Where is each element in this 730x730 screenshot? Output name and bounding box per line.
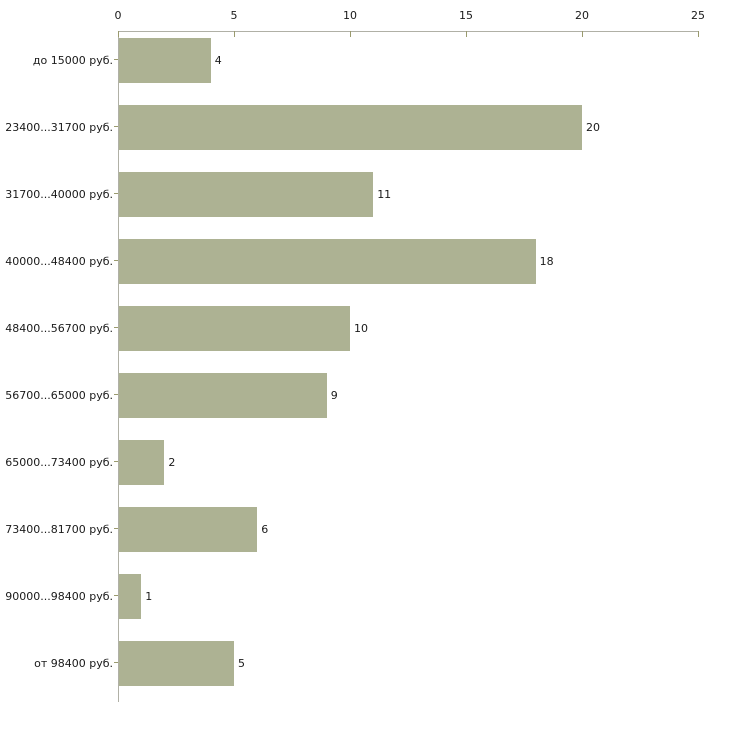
bar[interactable] (119, 38, 211, 83)
bar-row: 56700...65000 руб. 9 (0, 373, 730, 418)
bar-row: 48400...56700 руб. 10 (0, 306, 730, 351)
y-axis-tick (114, 528, 118, 529)
bar-value-label: 2 (168, 456, 176, 469)
x-axis-tick (234, 31, 235, 37)
y-axis-tick (114, 394, 118, 395)
category-label: 65000...73400 руб. (5, 456, 113, 469)
category-label: до 15000 руб. (32, 54, 113, 67)
bar[interactable] (119, 306, 350, 351)
x-axis-tick-label: 25 (691, 9, 705, 22)
bar-row: 40000...48400 руб. 18 (0, 239, 730, 284)
bar-value-label: 9 (330, 389, 338, 402)
x-axis-tick (118, 31, 119, 37)
bar-value-label: 18 (539, 255, 554, 268)
x-axis-tick-label: 20 (575, 9, 589, 22)
bar-row: 90000...98400 руб. 1 (0, 574, 730, 619)
y-axis-tick (114, 595, 118, 596)
y-axis-tick (114, 662, 118, 663)
category-label: 73400...81700 руб. (5, 523, 113, 536)
y-axis-line (118, 31, 119, 702)
x-axis-tick-label: 0 (114, 9, 122, 22)
bar-value-label: 1 (145, 590, 153, 603)
bar[interactable] (119, 507, 258, 552)
category-label: 90000...98400 руб. (5, 590, 113, 603)
bar-value-label: 5 (238, 657, 245, 670)
bar[interactable] (119, 239, 536, 284)
x-axis-tick (350, 31, 351, 37)
y-axis-tick (114, 260, 118, 261)
x-axis-tick (466, 31, 467, 37)
x-axis-tick-label: 5 (230, 9, 238, 22)
category-label: 40000...48400 руб. (5, 255, 113, 268)
bar-value-label: 10 (354, 322, 368, 335)
category-label: 48400...56700 руб. (5, 322, 113, 335)
category-label: 23400...31700 руб. (5, 121, 113, 134)
bar-row: до 15000 руб. 4 (0, 38, 730, 83)
bar[interactable] (119, 105, 582, 150)
bar-value-label: 20 (586, 121, 600, 134)
x-axis-tick-label: 15 (459, 9, 473, 22)
y-axis-tick (114, 327, 118, 328)
x-axis-tick (582, 31, 583, 37)
category-label: от 98400 руб. (34, 657, 113, 670)
bar[interactable] (119, 172, 374, 217)
y-axis-tick (114, 193, 118, 194)
bar-row: 73400...81700 руб. 6 (0, 507, 730, 552)
y-axis-tick (114, 126, 118, 127)
bar[interactable] (119, 574, 142, 619)
bar-row: 31700...40000 руб. 11 (0, 172, 730, 217)
category-label: 56700...65000 руб. (5, 389, 113, 402)
bar-row: 23400...31700 руб. 20 (0, 105, 730, 150)
bar[interactable] (119, 373, 327, 418)
bar-value-label: 4 (214, 54, 222, 67)
bar-value-label: 11 (377, 188, 392, 201)
x-axis-line (118, 31, 698, 32)
bar-row: 65000...73400 руб. 2 (0, 440, 730, 485)
x-axis-tick-label: 10 (343, 9, 357, 22)
bar-row: от 98400 руб. 5 (0, 641, 730, 686)
x-axis-tick (698, 31, 699, 37)
y-axis-tick (114, 461, 118, 462)
bar-value-label: 6 (261, 523, 269, 536)
y-axis-tick (114, 59, 118, 60)
bar[interactable] (119, 641, 234, 686)
category-label: 31700...40000 руб. (5, 188, 113, 201)
bar[interactable] (119, 440, 165, 485)
